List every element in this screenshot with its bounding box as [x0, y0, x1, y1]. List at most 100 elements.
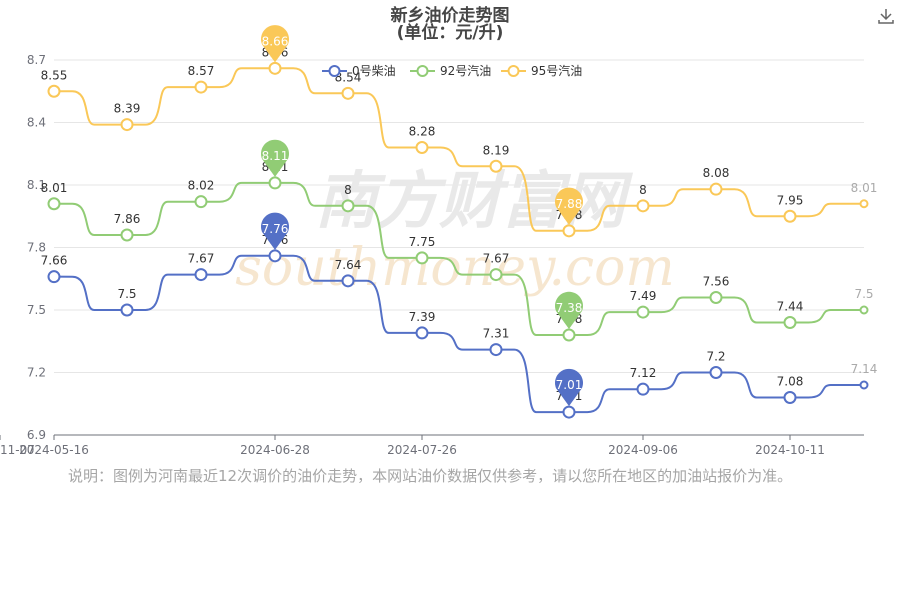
data-point [268, 249, 282, 263]
data-point [709, 291, 723, 304]
data-point [194, 195, 208, 209]
pin-marker [261, 25, 289, 63]
data-point [562, 328, 576, 342]
data-point [341, 199, 355, 213]
pin-marker [261, 139, 290, 177]
y-tick-label: 7.2 [27, 366, 46, 380]
data-point [341, 274, 355, 288]
data-point [783, 316, 797, 329]
data-label: 7.56 [703, 275, 730, 289]
data-point [415, 141, 429, 154]
data-point [120, 118, 134, 132]
data-label: 7.44 [777, 300, 804, 314]
data-point [636, 382, 650, 396]
series-line-0 [53, 254, 864, 414]
series-line-2 [53, 67, 864, 232]
data-label: 8.01 [41, 181, 68, 195]
data-point [859, 380, 869, 390]
data-label: 7.67 [483, 252, 510, 266]
legend[interactable]: 0号柴油 92号汽油 95号汽油 [322, 63, 582, 78]
x-tick-label: 2024-10-11 [755, 443, 825, 457]
data-point [120, 303, 134, 317]
data-label: 8.02 [188, 179, 215, 193]
data-label: 7.08 [777, 375, 804, 389]
data-label: 8.39 [114, 102, 141, 116]
data-point [709, 366, 723, 379]
data-point [194, 80, 208, 94]
data-label: 7.12 [630, 366, 657, 380]
x-tick-label: 2024-06-28 [240, 443, 310, 457]
y-tick-label: 7.8 [27, 241, 46, 255]
axes: 2024-05-16 2024-06-28 2024-07-26 2024-09-06… [0, 434, 864, 457]
data-label: 7.86 [114, 212, 141, 226]
data-point [47, 270, 61, 284]
legend-label: 95号汽油 [531, 63, 582, 78]
watermark-text: 南方财富网 [315, 164, 634, 237]
pin-label: 8.11 [262, 149, 289, 163]
pin-label: 7.76 [262, 222, 289, 236]
data-point [47, 84, 61, 98]
data-label: 7.64 [335, 258, 362, 272]
data-point [268, 61, 282, 75]
data-label: 7.2 [706, 350, 725, 364]
data-label: 7.95 [777, 193, 804, 207]
data-label: 8.19 [483, 143, 510, 157]
data-label: 7.67 [188, 252, 215, 266]
legend-item-0[interactable]: 0号柴油 [322, 64, 396, 78]
legend-symbol [416, 65, 429, 77]
pin-marker [555, 368, 583, 407]
data-point [120, 228, 134, 242]
data-point [341, 86, 355, 100]
legend-symbol [507, 65, 520, 77]
pin-marker [555, 291, 583, 329]
data-label: 7.49 [630, 289, 657, 303]
legend-item-1[interactable]: 92号汽油 [410, 63, 491, 78]
data-point [783, 391, 797, 404]
footnote: 说明：图例为河南最近12次调价的油价走势，本网站油价数据仅供参考，请以您所在地区… [68, 467, 793, 485]
pin-label: 8.66 [262, 34, 289, 48]
pin-marker [555, 187, 583, 225]
y-tick-label: 7.5 [27, 303, 46, 317]
data-point [859, 199, 869, 209]
data-point [268, 176, 282, 190]
series-lines [53, 67, 864, 414]
data-label: 7.66 [41, 254, 68, 268]
data-point [489, 268, 503, 282]
y-tick-label: 8.7 [27, 53, 46, 67]
data-point [859, 305, 869, 315]
data-label: 7.39 [409, 310, 436, 324]
data-label: 8.54 [335, 70, 362, 84]
data-point [489, 343, 503, 357]
legend-item-2[interactable]: 95号汽油 [501, 63, 582, 78]
x-tick-label: 2024-07-26 [387, 443, 457, 457]
pin-label: 7.38 [556, 301, 583, 315]
data-point [489, 159, 503, 173]
data-label: 7.14 [851, 362, 878, 376]
pin-label: 7.88 [556, 197, 583, 211]
data-label: 8.01 [851, 181, 878, 195]
data-label: 8.55 [41, 68, 68, 82]
data-point [415, 326, 429, 340]
legend-label: 92号汽油 [440, 63, 491, 78]
data-label: 7.5 [117, 287, 136, 301]
y-tick-label: 8.1 [27, 178, 46, 192]
x-tick-label: 2024-05-16 [19, 443, 89, 457]
y-tick-label: 6.9 [27, 428, 46, 442]
data-label: 7.31 [483, 327, 510, 341]
download-icon[interactable] [876, 6, 896, 26]
data-point [47, 197, 61, 211]
legend-symbol [328, 65, 341, 77]
data-label: 8 [344, 183, 352, 197]
series-points [47, 61, 869, 419]
data-point [783, 209, 797, 223]
series-line-1 [53, 181, 864, 336]
pin-markers: 7.76 7.01 8.11 7.38 8.66 7.88 [261, 25, 583, 407]
data-point [562, 405, 576, 419]
x-tick-label: 2024-09-06 [608, 443, 678, 457]
data-point [562, 224, 576, 238]
data-point [194, 268, 208, 282]
data-label: 7.75 [409, 235, 436, 249]
y-tick-label: 8.4 [27, 116, 46, 130]
x-tick-label: 2024-11-07 [0, 443, 35, 457]
